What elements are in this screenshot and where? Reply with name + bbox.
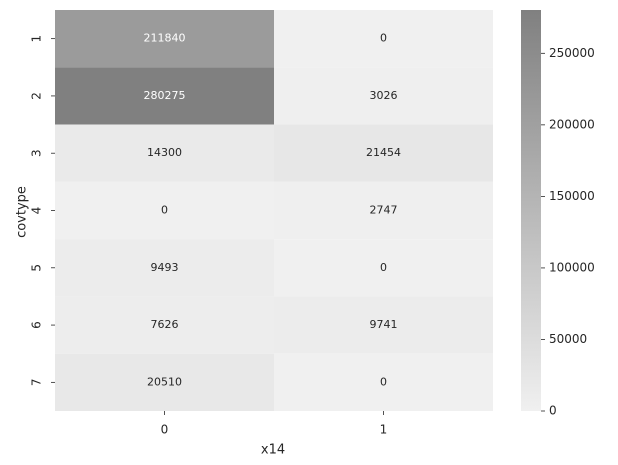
y-tick-label: 4 (30, 207, 44, 215)
cell-value-label: 211840 (144, 32, 186, 45)
heatmap-cell (55, 353, 274, 411)
y-tick-labels: 1 2 3 4 5 6 7 (30, 35, 55, 387)
heatmap-cell (55, 10, 274, 68)
heatmap-cell (274, 353, 493, 411)
heatmap-cell (274, 10, 493, 68)
cell-value-label: 3026 (370, 89, 398, 102)
colorbar (521, 10, 541, 411)
heatmap-cell (274, 239, 493, 297)
x-tick-label: 0 (161, 423, 169, 437)
y-tick-label: 3 (30, 149, 44, 157)
heatmap-cell (55, 67, 274, 125)
cell-value-label: 280275 (144, 89, 186, 102)
colorbar-tick-label: 200000 (549, 117, 595, 131)
heatmap-cell (274, 67, 493, 125)
cell-value-label: 14300 (147, 146, 182, 159)
cell-value-label: 21454 (366, 146, 401, 159)
colorbar-tick-label: 100000 (549, 260, 595, 274)
cell-value-label: 0 (380, 261, 387, 274)
cell-value-label: 20510 (147, 375, 182, 388)
y-tick-label: 1 (30, 35, 44, 43)
heatmap-cell (55, 124, 274, 182)
colorbar-ticks: 0 50000 100000 150000 200000 250000 (541, 46, 595, 418)
cell-value-label: 0 (380, 32, 387, 45)
cell-value-label: 9493 (151, 261, 179, 274)
cell-value-label: 7626 (151, 318, 179, 331)
heatmap-cell (55, 296, 274, 354)
heatmap-cell (55, 181, 274, 240)
y-axis-title: covtype (15, 186, 30, 238)
cell-value-label: 0 (380, 375, 387, 388)
heatmap-cell (274, 181, 493, 240)
y-tick-label: 7 (30, 379, 44, 387)
colorbar-tick-label: 150000 (549, 189, 595, 203)
colorbar-tick-label: 250000 (549, 46, 595, 60)
x-axis-title: x14 (261, 443, 285, 458)
heatmap-cell (274, 296, 493, 354)
y-tick-label: 6 (30, 321, 44, 329)
heatmap-cell (55, 239, 274, 297)
y-tick-label: 5 (30, 264, 44, 272)
heatmap-cells: 211840 0 280275 3026 14300 21454 0 2747 9493 0 762… (55, 10, 493, 411)
cell-value-label: 0 (161, 204, 168, 217)
x-tick-label: 1 (380, 423, 388, 437)
colorbar-tick-label: 0 (549, 404, 557, 418)
cell-value-label: 9741 (370, 318, 398, 331)
y-tick-label: 2 (30, 92, 44, 100)
colorbar-tick-label: 50000 (549, 332, 587, 346)
cell-value-label: 2747 (370, 204, 398, 217)
heatmap-cell (274, 124, 493, 182)
